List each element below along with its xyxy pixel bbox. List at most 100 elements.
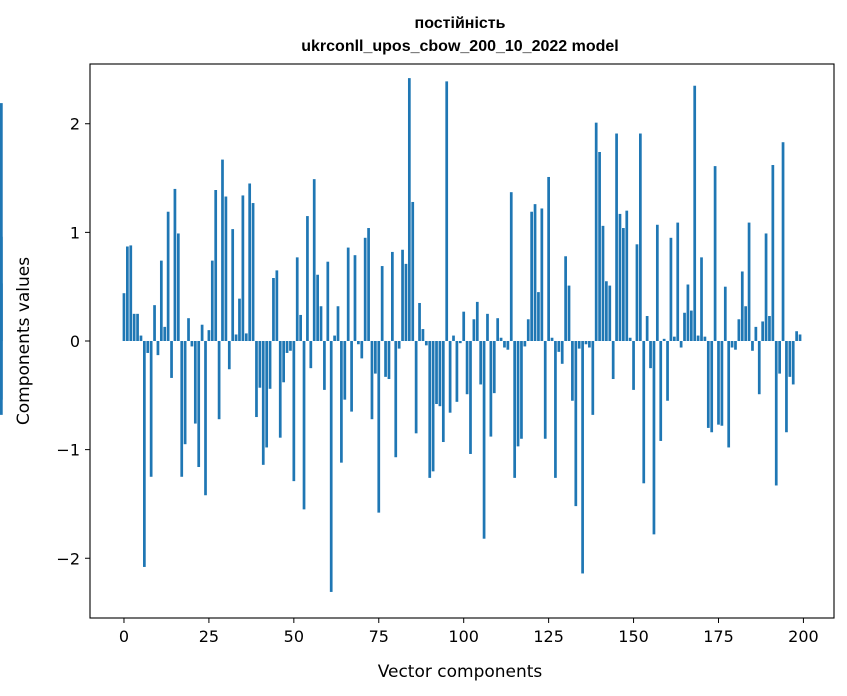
bar-69	[357, 341, 360, 345]
bar-42	[265, 341, 269, 448]
bar-102	[469, 341, 472, 454]
bar-20	[190, 341, 194, 347]
x-tick-label: 125	[533, 627, 564, 646]
bar-136	[584, 341, 588, 345]
bar-16	[176, 233, 180, 341]
bar-43	[268, 341, 272, 389]
bar-79	[391, 251, 394, 341]
x-tick-label: 0	[119, 627, 129, 646]
bar-182	[740, 271, 744, 341]
bar-157	[655, 224, 659, 341]
bar-106	[482, 341, 486, 539]
bar-38	[251, 203, 255, 341]
bar-53	[302, 341, 306, 510]
bar-156	[652, 341, 656, 535]
bar-196	[788, 341, 792, 377]
bar-15	[173, 188, 177, 341]
bar-29	[221, 159, 224, 341]
bar-3	[132, 313, 136, 341]
bar-190	[768, 316, 771, 341]
bar-59	[323, 341, 326, 390]
bar-123	[540, 208, 544, 341]
bar-148	[625, 210, 629, 341]
bar-194	[781, 142, 785, 341]
bar-179	[730, 341, 734, 348]
bar-84	[407, 78, 411, 342]
bar-121	[533, 204, 537, 341]
bar-33	[234, 334, 238, 341]
bar-91	[431, 341, 435, 472]
bar-95	[445, 81, 449, 341]
bar-78	[387, 341, 391, 380]
x-tick-label: 150	[618, 627, 649, 646]
bar-37	[248, 183, 252, 341]
bar-65	[343, 341, 347, 400]
bar-14	[170, 341, 173, 378]
bar-174	[713, 166, 717, 341]
bar-128	[557, 341, 561, 352]
bar-192	[774, 341, 778, 486]
bar-155	[649, 341, 652, 369]
bar-198	[795, 331, 798, 341]
bar-74	[374, 341, 377, 374]
bar-5	[139, 335, 143, 341]
bar-47	[282, 341, 285, 383]
bar-107	[486, 313, 489, 341]
bar-36	[244, 333, 248, 341]
bar-177	[723, 286, 727, 341]
y-axis-ticks: −2 −1 0 1 2	[56, 115, 90, 568]
bar-114	[509, 192, 513, 341]
bar-197	[791, 341, 795, 385]
bar-17	[180, 341, 184, 477]
bar-181	[737, 319, 741, 341]
bar-186	[754, 326, 758, 341]
bar-11	[159, 260, 163, 341]
bar-175	[717, 341, 720, 425]
bar-169	[696, 335, 700, 341]
bar-87	[418, 302, 421, 341]
bar-119	[526, 319, 530, 341]
bar-49	[289, 341, 292, 351]
bar-82	[401, 249, 404, 341]
bar-195	[785, 341, 788, 433]
bar-164	[679, 341, 683, 348]
bar-27	[214, 190, 218, 341]
bar-56	[312, 179, 316, 341]
bar-167	[689, 310, 693, 341]
bar-13	[166, 211, 170, 341]
bar-193	[778, 341, 781, 374]
bar-112	[503, 341, 506, 348]
bar-185	[751, 341, 754, 351]
bar-163	[676, 222, 680, 341]
bar-51	[295, 257, 299, 341]
bar-12	[163, 326, 167, 341]
bar-81	[397, 341, 401, 349]
bar-23	[200, 324, 204, 341]
bar-149	[628, 337, 632, 341]
bar-104	[475, 301, 479, 341]
bar-4	[136, 313, 139, 341]
bar-133	[574, 341, 578, 507]
bar-159	[662, 338, 666, 341]
bar-24	[204, 341, 207, 496]
bar-117	[520, 341, 523, 439]
bar-173	[710, 341, 714, 433]
bar-98	[455, 341, 459, 402]
bar-85	[411, 201, 415, 341]
bar-135	[581, 341, 584, 574]
bar-25	[207, 330, 211, 341]
bar-105	[479, 341, 483, 385]
bar-undefined	[0, 103, 3, 341]
bar-191	[771, 165, 775, 341]
bar-72	[367, 228, 370, 341]
bar-103	[472, 319, 476, 341]
bar-97	[452, 335, 455, 341]
y-tick-label: −2	[56, 549, 80, 568]
x-tick-label: 175	[703, 627, 734, 646]
bar-71	[363, 237, 367, 341]
bar-116	[516, 341, 520, 447]
bar-115	[513, 341, 517, 478]
bar-99	[458, 341, 462, 344]
bar-147	[622, 228, 625, 341]
